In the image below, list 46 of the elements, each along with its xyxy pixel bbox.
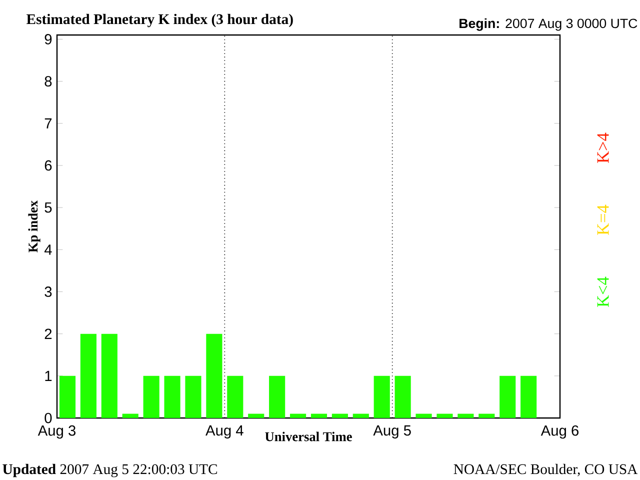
x-axis-title: Universal Time <box>265 432 352 442</box>
bar <box>122 414 138 418</box>
bar <box>436 414 453 418</box>
text: Updated 2007 Aug 5 22:00:03 UTC <box>2 464 217 478</box>
y-tick-label: 6 <box>44 160 52 171</box>
bar <box>290 414 306 418</box>
bar <box>500 376 516 418</box>
text: NOAA/SEC Boulder, CO USA <box>454 464 638 476</box>
bar <box>143 376 160 418</box>
y-tick-label: 9 <box>44 34 52 44</box>
chart-title: Estimated Planetary K index (3 hour data) <box>26 14 293 28</box>
y-tick-label: 2 <box>44 328 52 339</box>
x-tick-label: Aug 5 <box>373 425 411 438</box>
bar <box>394 376 411 418</box>
bar <box>80 334 96 418</box>
x-tick-label: Aug 4 <box>206 425 244 438</box>
legend-label: K>4 <box>597 132 609 163</box>
y-tick-label: 7 <box>44 118 52 128</box>
y-tick-label: 5 <box>44 202 52 213</box>
bar <box>185 376 202 418</box>
bar <box>248 414 264 418</box>
legend-label: K=4 <box>597 204 609 235</box>
bar <box>520 376 537 418</box>
y-tick-label: 0 <box>44 412 52 424</box>
y-axis-title: Kp index <box>28 200 40 252</box>
text: K<4 <box>597 276 609 307</box>
bar <box>478 414 495 418</box>
x-tick-label: Aug 6 <box>540 425 578 439</box>
y-tick-label: 1 <box>45 370 52 381</box>
bar <box>332 414 348 418</box>
bar <box>101 334 118 418</box>
x-tick-label: Aug 3 <box>38 425 76 439</box>
bar <box>164 376 180 418</box>
y-tick-label: 3 <box>44 286 52 297</box>
bar <box>227 376 244 418</box>
y-tick-label: 4 <box>44 244 52 255</box>
bar <box>310 414 328 418</box>
y-tick-label: 8 <box>44 76 52 86</box>
bar <box>458 414 474 418</box>
bar <box>352 414 369 418</box>
bar <box>59 376 76 418</box>
bar <box>269 376 286 418</box>
bar <box>416 414 432 418</box>
bar <box>206 334 222 418</box>
chart-subtitle: Begin: 2007 Aug 3 0000 UTC <box>460 18 638 31</box>
bar <box>374 376 390 418</box>
